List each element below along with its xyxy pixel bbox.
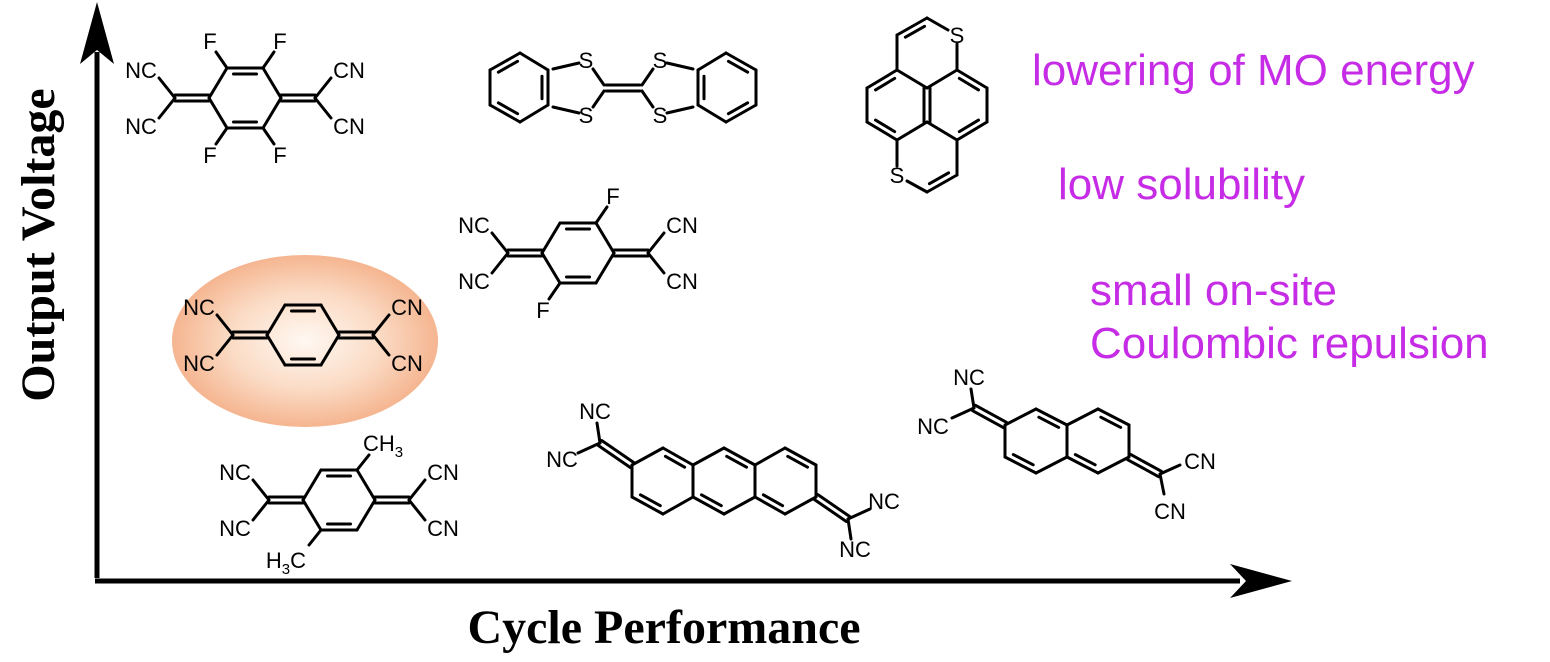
annotation-coulombic-line2: Coulombic repulsion	[1090, 319, 1489, 368]
svg-text:S: S	[653, 48, 668, 73]
svg-text:F: F	[536, 298, 549, 323]
annotation-coulombic-repulsion: small on-site Coulombic repulsion	[1090, 264, 1489, 370]
y-axis-label: Output Voltage	[12, 88, 65, 402]
svg-text:H3C: H3C	[266, 548, 306, 578]
svg-text:F: F	[273, 29, 286, 54]
svg-text:NC: NC	[458, 213, 490, 238]
svg-text:NC: NC	[579, 399, 611, 424]
svg-text:S: S	[653, 103, 668, 128]
svg-text:CN: CN	[666, 213, 698, 238]
svg-text:CN: CN	[333, 58, 365, 83]
svg-text:NC: NC	[458, 269, 490, 294]
svg-text:S: S	[579, 103, 594, 128]
svg-text:F: F	[203, 143, 216, 168]
svg-text:F: F	[273, 143, 286, 168]
svg-text:CH3: CH3	[363, 431, 403, 461]
svg-text:NC: NC	[219, 460, 251, 485]
molecule-f2tcnq: NC NC CN CN F F	[458, 184, 698, 323]
svg-text:CN: CN	[391, 295, 423, 320]
svg-text:CN: CN	[391, 351, 423, 376]
molecule-tcnq: NC NC CN CN	[183, 295, 423, 376]
molecule-f4tcnq: NC NC CN CN F F F F	[125, 29, 365, 168]
svg-text:F: F	[606, 184, 619, 209]
svg-text:NC: NC	[183, 351, 215, 376]
svg-text:CN: CN	[333, 114, 365, 139]
svg-text:S: S	[579, 48, 594, 73]
x-axis-label: Cycle Performance	[467, 601, 861, 654]
svg-text:NC: NC	[839, 537, 871, 562]
svg-text:NC: NC	[546, 447, 578, 472]
svg-text:NC: NC	[125, 58, 157, 83]
svg-text:CN: CN	[1154, 499, 1186, 524]
svg-text:NC: NC	[183, 295, 215, 320]
svg-text:CN: CN	[427, 460, 459, 485]
svg-text:CN: CN	[427, 516, 459, 541]
annotation-low-solubility: low solubility	[1058, 160, 1305, 209]
svg-text:CN: CN	[1184, 449, 1216, 474]
svg-text:F: F	[203, 29, 216, 54]
y-axis-arrowhead	[80, 2, 114, 64]
svg-text:CN: CN	[666, 269, 698, 294]
svg-text:S: S	[950, 23, 965, 48]
molecule-dithiapyrene: SS	[865, 16, 989, 194]
svg-text:NC: NC	[125, 114, 157, 139]
svg-text:S: S	[890, 163, 905, 188]
svg-text:NC: NC	[219, 516, 251, 541]
annotation-coulombic-line1: small on-site	[1090, 266, 1337, 315]
tcnq-highlight-ellipse	[172, 255, 438, 427]
molecule-dibenzo-ttf: S S S S	[488, 48, 758, 128]
x-axis-arrowhead	[1230, 564, 1292, 598]
annotation-mo-energy: lowering of MO energy	[1032, 46, 1475, 95]
svg-text:NC: NC	[868, 489, 900, 514]
svg-text:NC: NC	[917, 414, 949, 439]
molecule-dimethyl-tcnq: NC NC CN CN CH3 H3C	[219, 431, 459, 578]
svg-text:NC: NC	[953, 365, 985, 390]
